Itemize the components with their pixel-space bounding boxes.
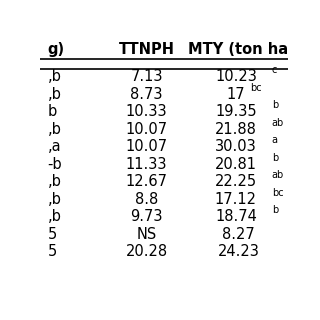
- Text: 8.8: 8.8: [135, 192, 158, 206]
- Text: bc: bc: [272, 188, 283, 198]
- Text: 18.74: 18.74: [215, 209, 257, 224]
- Text: 5: 5: [47, 227, 57, 242]
- Text: 10.07: 10.07: [125, 122, 168, 137]
- Text: 21.88: 21.88: [215, 122, 257, 137]
- Text: 8.27: 8.27: [222, 227, 255, 242]
- Text: 20.28: 20.28: [125, 244, 168, 259]
- Text: 17.12: 17.12: [215, 192, 257, 206]
- Text: 20.81: 20.81: [215, 156, 257, 172]
- Text: b: b: [272, 205, 278, 215]
- Text: MTY (ton ha: MTY (ton ha: [188, 42, 288, 57]
- Text: ,b: ,b: [47, 209, 61, 224]
- Text: ,b: ,b: [47, 122, 61, 137]
- Text: 22.25: 22.25: [215, 174, 257, 189]
- Text: 17: 17: [227, 87, 245, 101]
- Text: 9.73: 9.73: [130, 209, 163, 224]
- Text: 19.35: 19.35: [215, 104, 257, 119]
- Text: c: c: [272, 65, 277, 76]
- Text: 24.23: 24.23: [218, 244, 259, 259]
- Text: 8.73: 8.73: [130, 87, 163, 101]
- Text: ab: ab: [272, 170, 284, 180]
- Text: ,a: ,a: [47, 139, 61, 154]
- Text: ,b: ,b: [47, 192, 61, 206]
- Text: 10.33: 10.33: [126, 104, 167, 119]
- Text: b: b: [47, 104, 57, 119]
- Text: -b: -b: [47, 156, 62, 172]
- Text: g): g): [47, 42, 65, 57]
- Text: TTNPH: TTNPH: [119, 42, 175, 57]
- Text: 10.07: 10.07: [125, 139, 168, 154]
- Text: 11.33: 11.33: [126, 156, 167, 172]
- Text: b: b: [272, 153, 278, 163]
- Text: ,b: ,b: [47, 69, 61, 84]
- Text: ab: ab: [272, 118, 284, 128]
- Text: ,b: ,b: [47, 87, 61, 101]
- Text: 10.23: 10.23: [215, 69, 257, 84]
- Text: b: b: [272, 100, 278, 110]
- Text: 12.67: 12.67: [126, 174, 168, 189]
- Text: a: a: [272, 135, 278, 145]
- Text: NS: NS: [137, 227, 157, 242]
- Text: 7.13: 7.13: [130, 69, 163, 84]
- Text: 30.03: 30.03: [215, 139, 257, 154]
- Text: ,b: ,b: [47, 174, 61, 189]
- Text: bc: bc: [250, 83, 262, 93]
- Text: 5: 5: [47, 244, 57, 259]
